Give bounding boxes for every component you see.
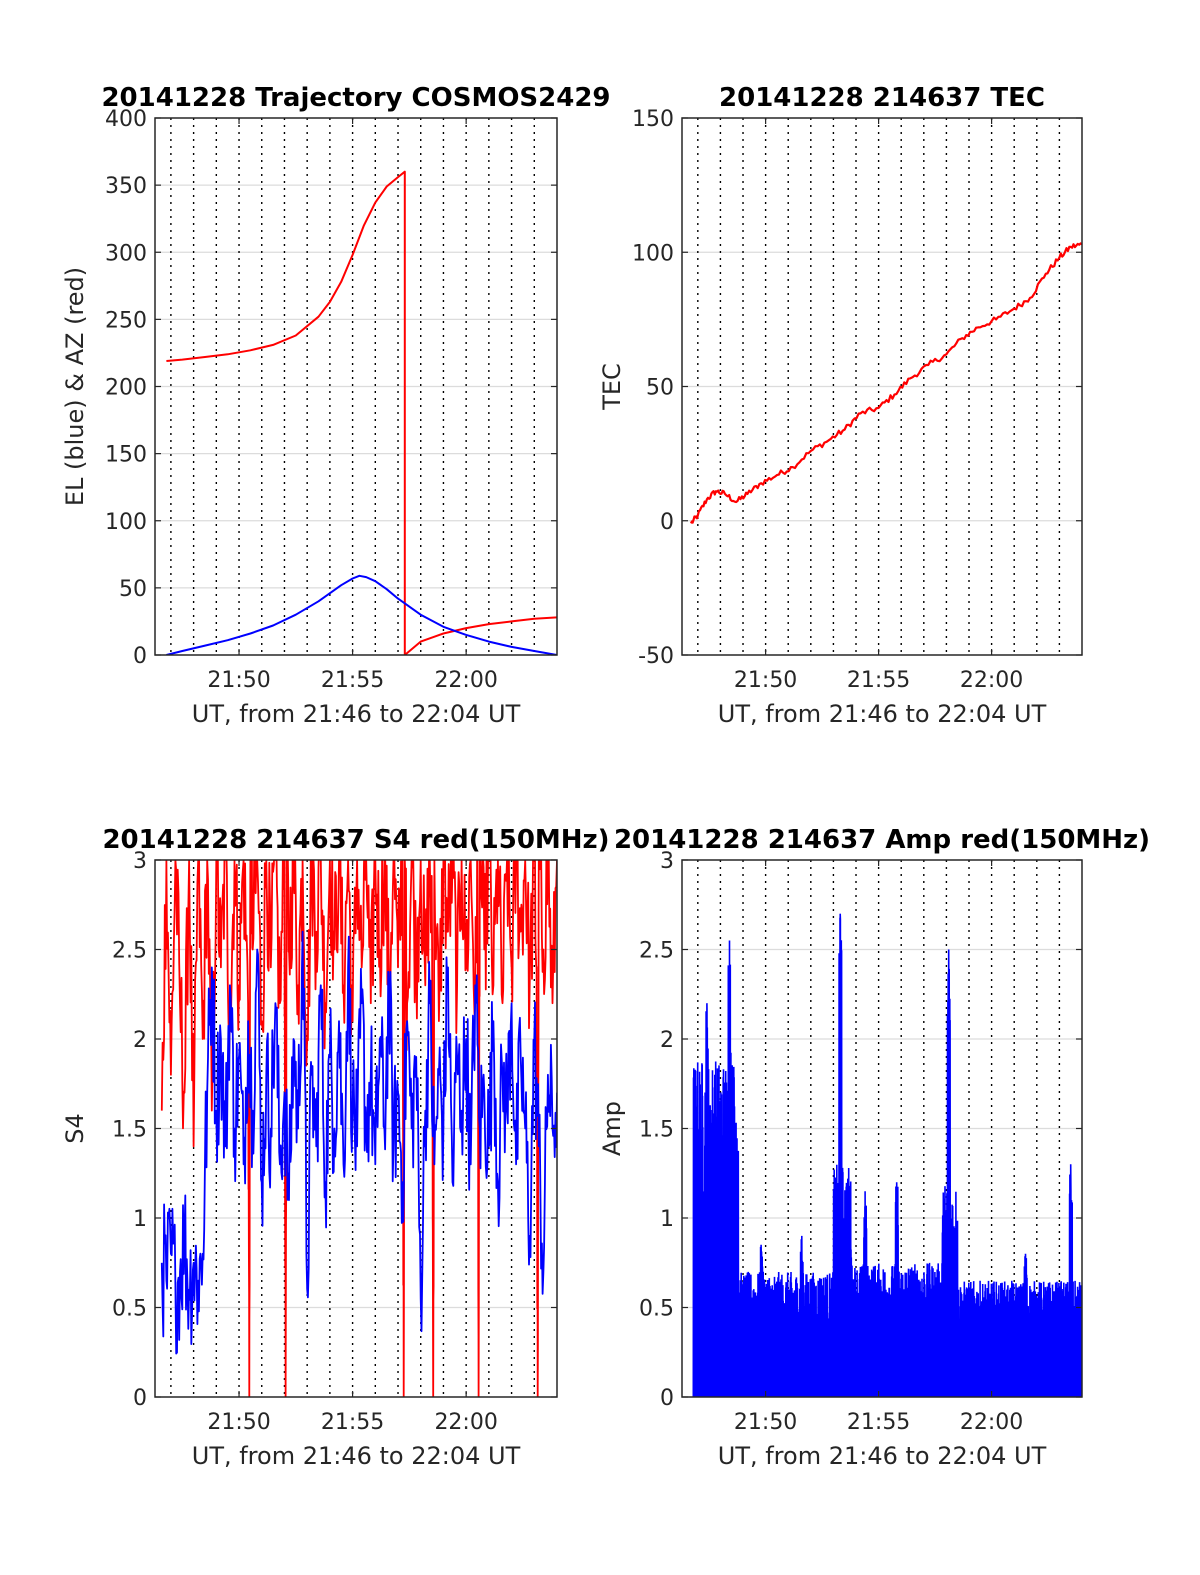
- x-tick-label: 21:50: [207, 1410, 270, 1435]
- x-axis-label: UT, from 21:46 to 22:04 UT: [192, 1442, 521, 1470]
- chart-panel-1: 0 50 100 150 200 250 300 350 400 21:50 21:55 22:00 2…: [61, 83, 611, 728]
- chart-title: 20141228 Trajectory COSMOS2429: [101, 83, 610, 113]
- y-tick-label: 2.5: [112, 939, 147, 964]
- y-tick-label: 150: [632, 107, 674, 132]
- chart-panel-4: 0 0.5 1 1.5 2 2.5 3 21:50 21:55 22:00 20141228 214…: [598, 825, 1150, 1470]
- series-1-line: [160, 860, 557, 1397]
- y-axis-label: TEC: [598, 363, 626, 411]
- x-tick-label: 21:55: [321, 1410, 384, 1435]
- x-axis-label: UT, from 21:46 to 22:04 UT: [718, 700, 1047, 728]
- y-tick-label: 0: [660, 1386, 674, 1411]
- y-tick-label: 50: [646, 376, 674, 401]
- series-1-line: [690, 242, 1082, 524]
- series-1-line: [166, 170, 557, 655]
- x-tick-label: 22:00: [960, 1410, 1023, 1435]
- y-tick-label: 200: [105, 376, 147, 401]
- x-tick-label: 21:50: [734, 1410, 797, 1435]
- x-axis-label: UT, from 21:46 to 22:04 UT: [192, 700, 521, 728]
- y-axis-label: EL (blue) & AZ (red): [61, 267, 89, 506]
- y-tick-label: 3: [660, 849, 674, 874]
- y-tick-label: 300: [105, 241, 147, 266]
- x-tick-label: 22:00: [960, 668, 1023, 693]
- y-tick-label: 150: [105, 443, 147, 468]
- y-axis-label: S4: [61, 1113, 89, 1144]
- chart-title: 20141228 214637 TEC: [719, 83, 1045, 113]
- y-tick-label: 250: [105, 308, 147, 333]
- series-1-line: [692, 913, 1082, 1397]
- x-tick-label: 21:55: [847, 1410, 910, 1435]
- chart-title: 20141228 214637 S4 red(150MHz): [102, 825, 609, 855]
- series-2-line: [166, 574, 557, 655]
- chart-title: 20141228 214637 Amp red(150MHz): [614, 825, 1150, 855]
- x-tick-label: 21:55: [321, 668, 384, 693]
- x-tick-label: 21:50: [207, 668, 270, 693]
- y-tick-label: 1.5: [639, 1118, 674, 1143]
- y-tick-label: 50: [119, 577, 147, 602]
- x-tick-label: 21:55: [847, 668, 910, 693]
- x-axis-label: UT, from 21:46 to 22:04 UT: [718, 1442, 1047, 1470]
- y-tick-label: -50: [638, 644, 674, 669]
- y-tick-label: 1.5: [112, 1118, 147, 1143]
- y-tick-label: 3: [133, 849, 147, 874]
- series-2-line: [160, 930, 557, 1355]
- chart-panel-3: 0 0.5 1 1.5 2 2.5 3 21:50 21:55 22:00 20141228 214…: [61, 825, 610, 1470]
- y-tick-label: 400: [105, 107, 147, 132]
- y-tick-label: 1: [133, 1207, 147, 1232]
- x-tick-label: 22:00: [434, 668, 497, 693]
- y-tick-label: 350: [105, 174, 147, 199]
- y-tick-label: 0: [133, 644, 147, 669]
- y-tick-label: 0: [133, 1386, 147, 1411]
- y-tick-label: 0.5: [639, 1297, 674, 1322]
- y-tick-label: 0.5: [112, 1297, 147, 1322]
- x-tick-label: 21:50: [734, 668, 797, 693]
- y-tick-label: 100: [105, 510, 147, 535]
- y-tick-label: 0: [660, 510, 674, 535]
- y-tick-label: 2: [660, 1028, 674, 1053]
- y-tick-label: 2.5: [639, 939, 674, 964]
- y-tick-label: 1: [660, 1207, 674, 1232]
- y-axis-label: Amp: [598, 1101, 626, 1156]
- y-tick-label: 2: [133, 1028, 147, 1053]
- y-tick-label: 100: [632, 241, 674, 266]
- chart-panel-2: -50 0 50 100 150 21:50 21:55 22:00 20141228 2146…: [598, 83, 1083, 728]
- x-tick-label: 22:00: [434, 1410, 497, 1435]
